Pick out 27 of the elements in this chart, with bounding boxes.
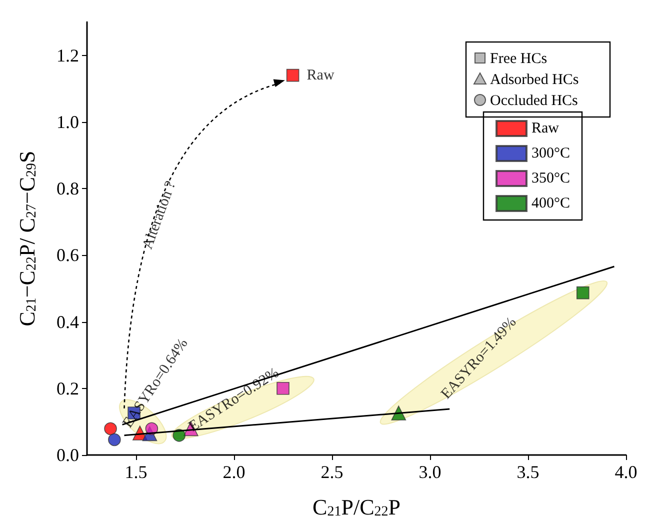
x-tick-label: 1.5 — [124, 462, 148, 482]
y-tick-label: 1.2 — [56, 45, 79, 66]
x-tick-label: 3.5 — [516, 462, 540, 482]
annotation: Free HCs — [490, 51, 548, 67]
point — [286, 68, 300, 82]
x-tick-label: 2.5 — [320, 462, 344, 482]
y-tick-label: 0.8 — [56, 178, 79, 199]
y-tick-label: 0.2 — [56, 378, 79, 398]
point — [576, 286, 590, 300]
annotation: Raw — [306, 67, 334, 84]
y-tick-label: 1.0 — [56, 112, 79, 132]
annotation: Adsorbed HCs — [490, 72, 579, 88]
x-tick-label: 4.0 — [614, 462, 638, 482]
point — [108, 433, 121, 446]
x-tick-label: 2.0 — [222, 462, 246, 482]
y-tick-label: 0.0 — [56, 445, 79, 465]
legend-label: 350°C — [531, 170, 570, 186]
x-axis-title: C21P/C22P — [312, 494, 400, 520]
x-tick-label: 3.0 — [418, 462, 442, 482]
y-tick-label: 0.6 — [56, 245, 79, 266]
y-tick-label: 0.4 — [56, 312, 79, 332]
legend-label: 400°C — [531, 196, 570, 212]
annotation: Occluded HCs — [490, 93, 578, 109]
text: C21−C22P/ C27−C29S — [14, 150, 40, 326]
legend-label: Raw — [531, 120, 560, 136]
point — [104, 422, 117, 436]
legend-label: 300°C — [531, 146, 570, 162]
